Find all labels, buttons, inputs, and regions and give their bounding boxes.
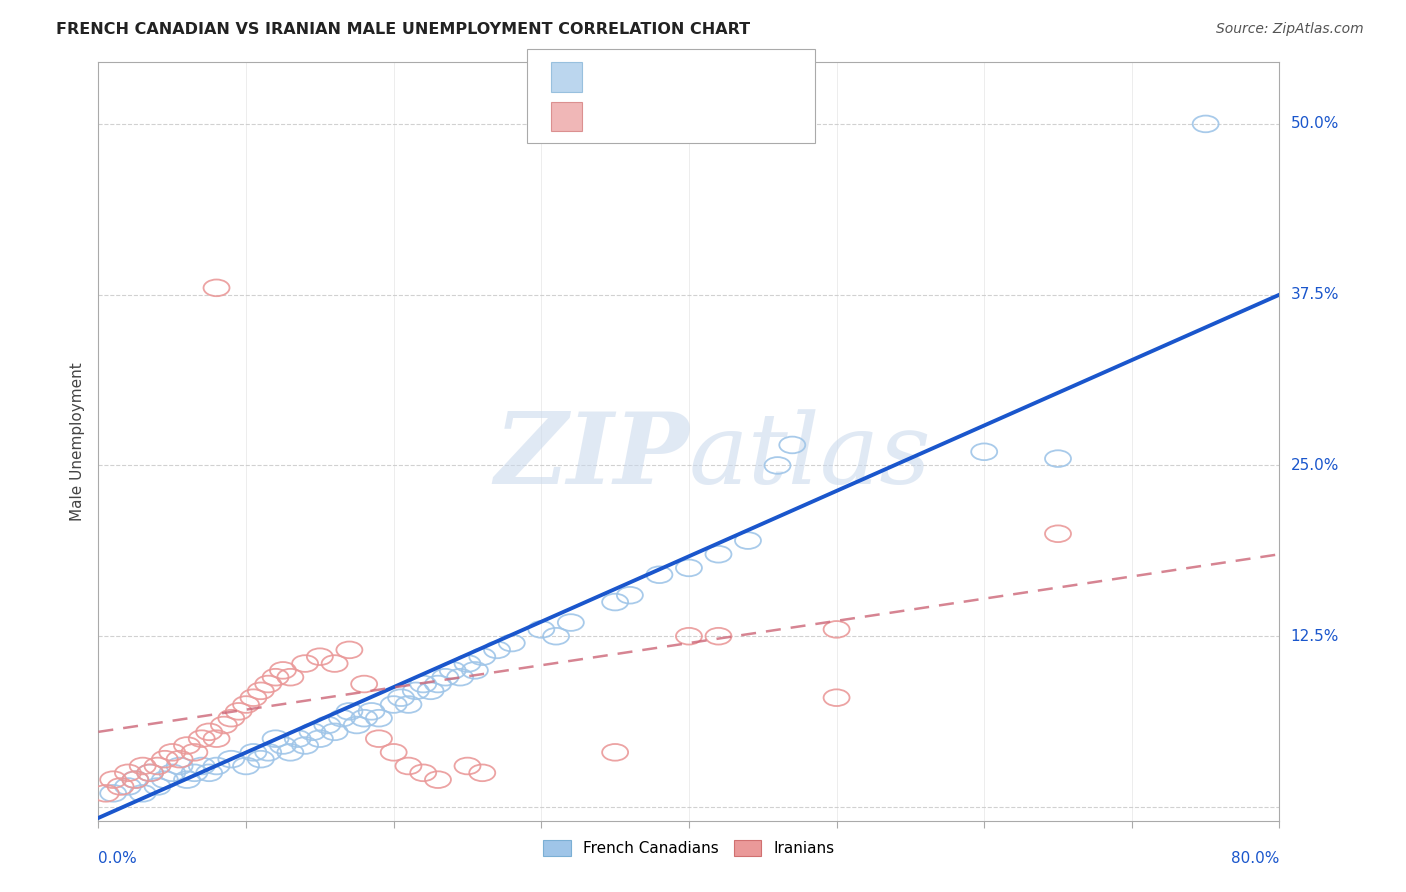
Text: 80.0%: 80.0% — [1232, 851, 1279, 866]
Text: R = 0.722: R = 0.722 — [593, 70, 676, 85]
Y-axis label: Male Unemployment: Male Unemployment — [70, 362, 86, 521]
Text: N = 62: N = 62 — [699, 70, 756, 85]
Text: 12.5%: 12.5% — [1291, 629, 1339, 644]
Legend: French Canadians, Iranians: French Canadians, Iranians — [537, 834, 841, 863]
Text: ZIP: ZIP — [494, 409, 689, 505]
Text: N = 45: N = 45 — [699, 109, 756, 124]
Text: R = 0.180: R = 0.180 — [593, 109, 676, 124]
Text: FRENCH CANADIAN VS IRANIAN MALE UNEMPLOYMENT CORRELATION CHART: FRENCH CANADIAN VS IRANIAN MALE UNEMPLOY… — [56, 22, 751, 37]
Text: atlas: atlas — [689, 409, 932, 504]
Text: 37.5%: 37.5% — [1291, 287, 1339, 302]
Text: Source: ZipAtlas.com: Source: ZipAtlas.com — [1216, 22, 1364, 37]
Text: 0.0%: 0.0% — [98, 851, 138, 866]
Text: 50.0%: 50.0% — [1291, 117, 1339, 131]
Text: 25.0%: 25.0% — [1291, 458, 1339, 473]
